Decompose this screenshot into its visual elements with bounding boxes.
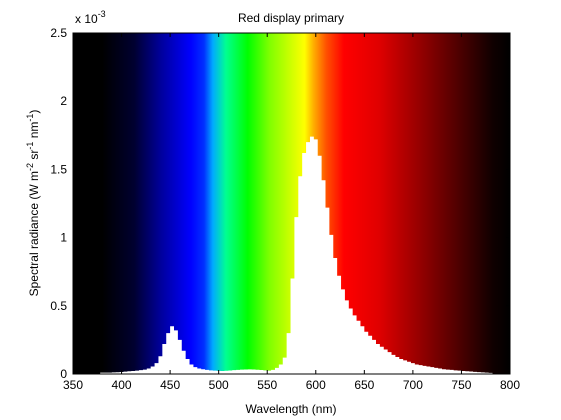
y-label-sup-1: -2: [25, 163, 35, 171]
y-label-part-4: ): [27, 110, 41, 114]
y-label-sup-2: -1: [25, 142, 35, 150]
y-label-sup-3: -1: [25, 114, 35, 122]
y-tick-label: 2.5: [50, 26, 67, 40]
y-exponent-label: x 10-3: [75, 9, 106, 26]
y-tick-label: 0.5: [50, 299, 67, 313]
x-tick-label: 800: [500, 378, 520, 392]
y-label-part-1: Spectral radiance (W m: [27, 171, 41, 296]
x-tick-label: 550: [257, 378, 277, 392]
x-tick-label: 400: [112, 378, 132, 392]
x-axis-label: Wavelength (nm): [246, 402, 337, 416]
y-exponent-power: -3: [98, 9, 106, 19]
x-tick-label: 450: [160, 378, 180, 392]
x-tick-label: 650: [354, 378, 374, 392]
y-tick-label: 0: [60, 367, 67, 381]
x-tick-label: 750: [451, 378, 471, 392]
y-tick-label: 2: [60, 94, 67, 108]
y-label-part-3: nm: [27, 122, 41, 142]
y-tick-label: 1: [60, 231, 67, 245]
x-tick-label: 600: [306, 378, 326, 392]
y-label-part-2: sr: [27, 150, 41, 163]
y-exponent-prefix: x 10: [75, 12, 98, 26]
x-tick-label: 700: [403, 378, 423, 392]
y-tick-label: 1.5: [50, 162, 67, 176]
x-tick-label: 500: [209, 378, 229, 392]
y-axis-label: Spectral radiance (W m-2 sr-1 nm-1): [25, 110, 41, 297]
chart-title: Red display primary: [238, 11, 344, 25]
